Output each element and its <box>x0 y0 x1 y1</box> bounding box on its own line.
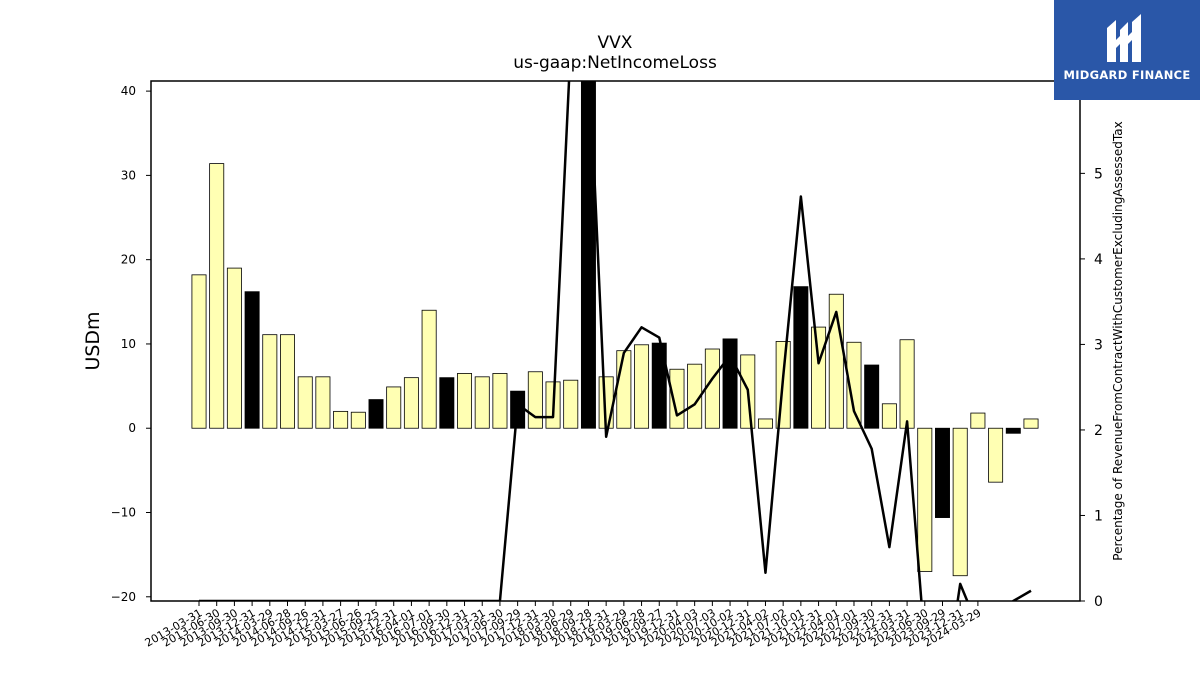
bar <box>262 334 278 429</box>
bar <box>527 371 543 429</box>
plot-frame <box>150 80 1081 602</box>
bar <box>704 348 720 429</box>
y2-tick-label: 1 <box>1094 508 1103 524</box>
bar <box>350 411 366 429</box>
bar <box>421 309 437 429</box>
y2-tick-label: 0 <box>1094 594 1103 610</box>
bar <box>952 427 968 577</box>
bar <box>1023 418 1039 429</box>
percentage-line <box>199 81 1032 601</box>
bar <box>226 267 242 429</box>
bar <box>439 377 455 429</box>
bar <box>970 412 986 429</box>
bar <box>563 379 579 429</box>
bar <box>811 326 827 429</box>
y2-axis: 0 1 2 3 4 5 <box>1080 166 1103 610</box>
bar <box>616 350 632 429</box>
y2-tick-label: 3 <box>1094 337 1103 353</box>
bar <box>846 341 862 429</box>
y2-tick-label: 4 <box>1094 252 1103 268</box>
y-tick-label: 20 <box>121 253 136 267</box>
chart-subtitle: us-gaap:NetIncomeLoss <box>513 53 717 73</box>
bar <box>1005 427 1021 434</box>
bar <box>492 373 508 429</box>
y2-tick-label: 2 <box>1094 423 1103 439</box>
midgard-logo-icon <box>1107 14 1141 62</box>
bar <box>386 386 402 429</box>
bar <box>757 418 773 429</box>
bar <box>297 376 313 429</box>
y-axis-label: USDm <box>82 311 104 370</box>
bar <box>935 427 950 518</box>
y-tick-label: 0 <box>128 421 136 435</box>
bar <box>457 373 473 429</box>
bar <box>244 291 260 429</box>
y-tick-label: −20 <box>111 590 136 604</box>
bar <box>209 163 225 429</box>
bars <box>191 81 1039 577</box>
bar <box>580 81 596 429</box>
bar <box>403 377 419 429</box>
bar <box>333 410 349 429</box>
bar <box>917 427 933 572</box>
bar <box>899 339 915 429</box>
bar <box>722 338 738 429</box>
y-axis: −20 −10 0 10 20 30 40 <box>111 84 151 604</box>
bar <box>315 376 331 429</box>
x-axis: 2013-03-312013-06-302013-09-302013-12-31… <box>143 601 983 650</box>
bar <box>634 344 650 429</box>
brand-name: MIDGARD FINANCE <box>1063 68 1191 82</box>
bar <box>368 399 384 429</box>
y-tick-label: 40 <box>121 84 136 98</box>
bar <box>280 334 295 429</box>
bar <box>793 286 809 429</box>
y2-tick-label: 5 <box>1094 166 1103 182</box>
brand-logo: MIDGARD FINANCE <box>1054 0 1200 100</box>
bar <box>881 403 897 429</box>
line-layer <box>199 81 1032 601</box>
bar <box>191 274 207 429</box>
y-tick-label: −10 <box>111 506 136 520</box>
bar <box>988 427 1004 483</box>
y2-axis-label: Percentage of RevenueFromContractWithCus… <box>1111 121 1125 560</box>
y-tick-label: 30 <box>121 168 136 182</box>
chart-title: VVX <box>598 33 633 53</box>
bar <box>474 376 490 429</box>
bar <box>864 364 880 429</box>
y-tick-label: 10 <box>121 337 136 351</box>
